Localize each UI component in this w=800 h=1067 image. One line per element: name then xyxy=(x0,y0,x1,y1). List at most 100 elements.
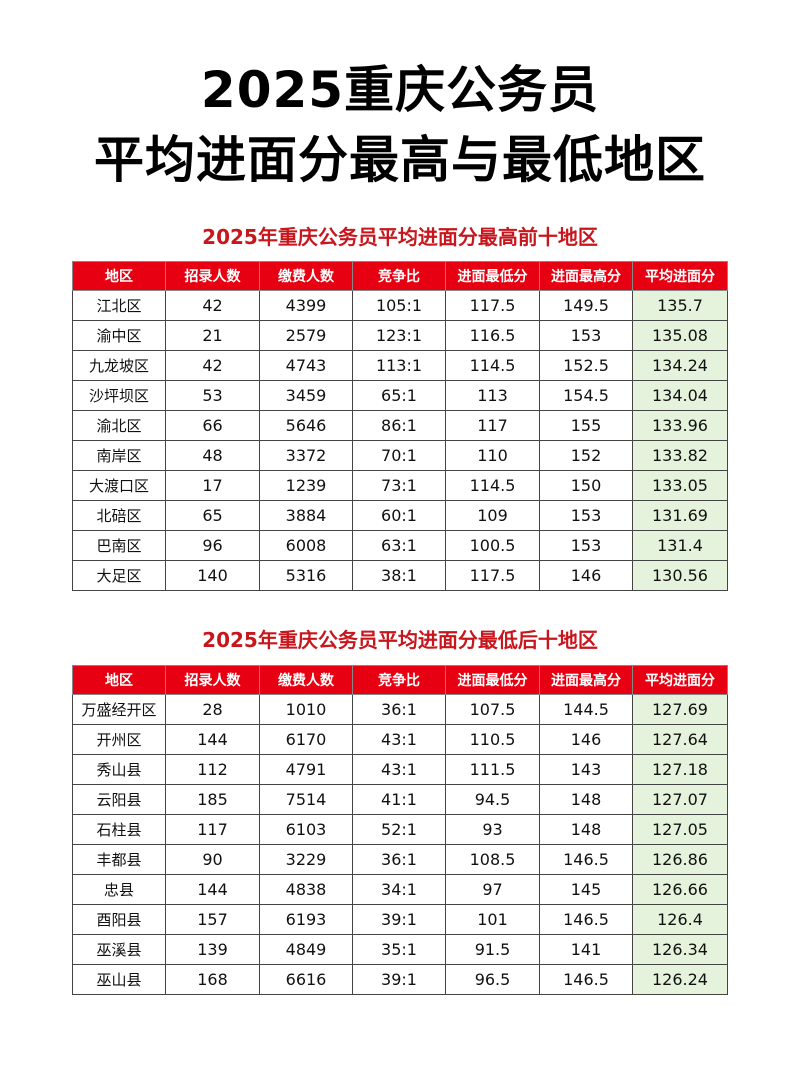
cell-region: 万盛经开区 xyxy=(72,694,166,725)
cell-avg-score: 135.7 xyxy=(632,290,728,321)
cell-min-score: 93 xyxy=(445,814,540,845)
cell-min-score: 101 xyxy=(445,904,540,935)
cell-min-score: 116.5 xyxy=(445,320,540,351)
table-row: 酉阳县 157 6193 39:1 101 146.5 126.4 xyxy=(72,904,728,935)
cell-hires: 144 xyxy=(165,724,260,755)
cell-avg-score: 127.18 xyxy=(632,754,728,785)
cell-applicants: 1010 xyxy=(259,694,353,725)
table-row: 开州区 144 6170 43:1 110.5 146 127.64 xyxy=(72,724,728,755)
header-region: 地区 xyxy=(72,261,166,291)
cell-applicants: 7514 xyxy=(259,784,353,815)
cell-avg-score: 134.24 xyxy=(632,350,728,381)
cell-avg-score: 126.4 xyxy=(632,904,728,935)
cell-min-score: 109 xyxy=(445,500,540,531)
cell-region: 大渡口区 xyxy=(72,470,166,501)
cell-hires: 90 xyxy=(165,844,260,875)
cell-min-score: 114.5 xyxy=(445,350,540,381)
cell-min-score: 97 xyxy=(445,874,540,905)
cell-ratio: 73:1 xyxy=(352,470,446,501)
cell-hires: 65 xyxy=(165,500,260,531)
cell-applicants: 4791 xyxy=(259,754,353,785)
table-row: 北碚区 65 3884 60:1 109 153 131.69 xyxy=(72,500,728,531)
cell-hires: 112 xyxy=(165,754,260,785)
cell-ratio: 123:1 xyxy=(352,320,446,351)
cell-max-score: 153 xyxy=(539,320,633,351)
cell-max-score: 155 xyxy=(539,410,633,441)
top-ten-table: 地区 招录人数 缴费人数 竞争比 进面最低分 进面最高分 平均进面分 江北区 42 4399 10… xyxy=(72,261,728,591)
table-row: 万盛经开区 28 1010 36:1 107.5 144.5 127.69 xyxy=(72,694,728,725)
table-row: 大渡口区 17 1239 73:1 114.5 150 133.05 xyxy=(72,470,728,501)
cell-avg-score: 131.69 xyxy=(632,500,728,531)
cell-max-score: 152.5 xyxy=(539,350,633,381)
cell-hires: 157 xyxy=(165,904,260,935)
cell-applicants: 5646 xyxy=(259,410,353,441)
cell-hires: 53 xyxy=(165,380,260,411)
header-ratio: 竞争比 xyxy=(352,665,446,695)
cell-hires: 28 xyxy=(165,694,260,725)
cell-ratio: 43:1 xyxy=(352,724,446,755)
cell-applicants: 2579 xyxy=(259,320,353,351)
cell-applicants: 3884 xyxy=(259,500,353,531)
cell-region: 北碚区 xyxy=(72,500,166,531)
cell-ratio: 36:1 xyxy=(352,694,446,725)
cell-ratio: 36:1 xyxy=(352,844,446,875)
table-row: 大足区 140 5316 38:1 117.5 146 130.56 xyxy=(72,560,728,591)
table-row: 秀山县 112 4791 43:1 111.5 143 127.18 xyxy=(72,754,728,785)
cell-min-score: 107.5 xyxy=(445,694,540,725)
cell-min-score: 117.5 xyxy=(445,290,540,321)
cell-ratio: 65:1 xyxy=(352,380,446,411)
cell-ratio: 86:1 xyxy=(352,410,446,441)
cell-max-score: 141 xyxy=(539,934,633,965)
cell-applicants: 3229 xyxy=(259,844,353,875)
header-min-score: 进面最低分 xyxy=(445,665,540,695)
cell-region: 渝中区 xyxy=(72,320,166,351)
bottom-table-title: 2025年重庆公务员平均进面分最低后十地区 xyxy=(202,628,598,652)
header-hires: 招录人数 xyxy=(165,261,260,291)
header-region: 地区 xyxy=(72,665,166,695)
cell-hires: 140 xyxy=(165,560,260,591)
top-table-title: 2025年重庆公务员平均进面分最高前十地区 xyxy=(202,225,598,249)
cell-ratio: 34:1 xyxy=(352,874,446,905)
cell-min-score: 110.5 xyxy=(445,724,540,755)
header-ratio: 竞争比 xyxy=(352,261,446,291)
cell-region: 九龙坡区 xyxy=(72,350,166,381)
table-header-row: 地区 招录人数 缴费人数 竞争比 进面最低分 进面最高分 平均进面分 xyxy=(72,665,728,695)
cell-hires: 117 xyxy=(165,814,260,845)
cell-ratio: 70:1 xyxy=(352,440,446,471)
cell-applicants: 4849 xyxy=(259,934,353,965)
cell-avg-score: 127.07 xyxy=(632,784,728,815)
cell-region: 巴南区 xyxy=(72,530,166,561)
cell-ratio: 38:1 xyxy=(352,560,446,591)
cell-applicants: 3372 xyxy=(259,440,353,471)
cell-max-score: 148 xyxy=(539,784,633,815)
cell-hires: 66 xyxy=(165,410,260,441)
cell-hires: 185 xyxy=(165,784,260,815)
cell-applicants: 3459 xyxy=(259,380,353,411)
cell-applicants: 4399 xyxy=(259,290,353,321)
header-min-score: 进面最低分 xyxy=(445,261,540,291)
cell-avg-score: 126.34 xyxy=(632,934,728,965)
header-hires: 招录人数 xyxy=(165,665,260,695)
cell-min-score: 96.5 xyxy=(445,964,540,995)
cell-applicants: 5316 xyxy=(259,560,353,591)
table-row: 丰都县 90 3229 36:1 108.5 146.5 126.86 xyxy=(72,844,728,875)
cell-max-score: 153 xyxy=(539,500,633,531)
cell-ratio: 43:1 xyxy=(352,754,446,785)
cell-min-score: 94.5 xyxy=(445,784,540,815)
cell-applicants: 1239 xyxy=(259,470,353,501)
cell-max-score: 146 xyxy=(539,560,633,591)
cell-hires: 96 xyxy=(165,530,260,561)
cell-applicants: 4743 xyxy=(259,350,353,381)
cell-applicants: 4838 xyxy=(259,874,353,905)
cell-avg-score: 130.56 xyxy=(632,560,728,591)
cell-ratio: 39:1 xyxy=(352,904,446,935)
cell-region: 巫山县 xyxy=(72,964,166,995)
cell-min-score: 110 xyxy=(445,440,540,471)
cell-max-score: 148 xyxy=(539,814,633,845)
cell-avg-score: 131.4 xyxy=(632,530,728,561)
cell-max-score: 146.5 xyxy=(539,844,633,875)
cell-avg-score: 134.04 xyxy=(632,380,728,411)
table-row: 石柱县 117 6103 52:1 93 148 127.05 xyxy=(72,814,728,845)
table-row: 巴南区 96 6008 63:1 100.5 153 131.4 xyxy=(72,530,728,561)
